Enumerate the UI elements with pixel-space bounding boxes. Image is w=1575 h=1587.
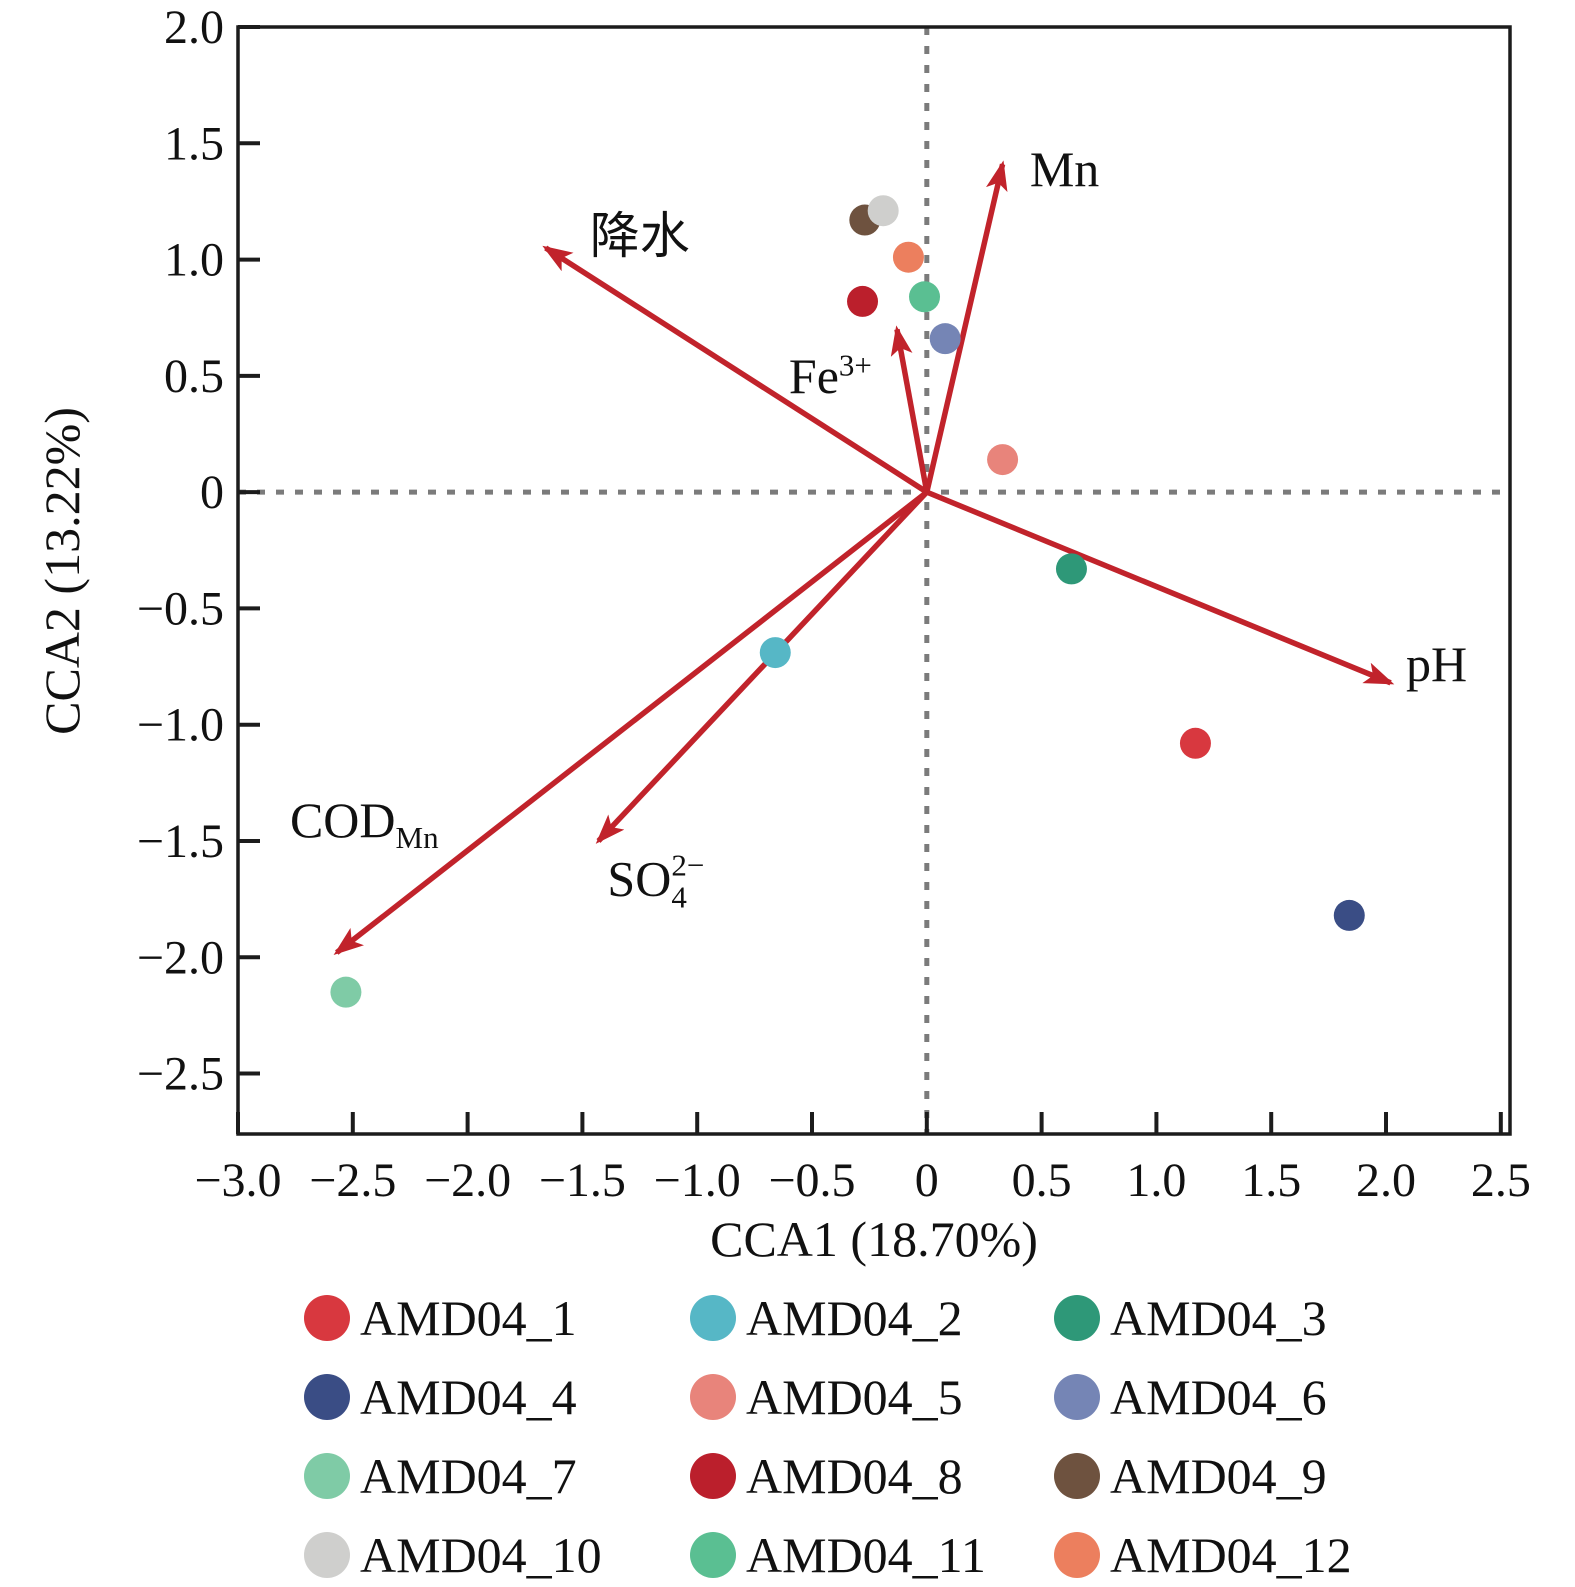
legend-label: AMD04_3	[1110, 1289, 1327, 1346]
x-tick-label: 2.5	[1471, 1154, 1531, 1207]
plot-border	[236, 25, 1512, 1136]
legend-item-AMD04_3: AMD04_3	[1054, 1278, 1474, 1357]
x-tick-label: −2.0	[424, 1154, 511, 1207]
x-tick-label: 0.5	[1012, 1154, 1072, 1207]
legend-item-AMD04_5: AMD04_5	[690, 1357, 1054, 1436]
x-tick-label: −1.5	[539, 1154, 626, 1207]
legend-label: AMD04_5	[746, 1368, 963, 1425]
y-tick-label: −2.5	[137, 1048, 224, 1101]
point-AMD04_1	[1179, 727, 1211, 759]
legend-item-AMD04_2: AMD04_2	[690, 1278, 1054, 1357]
legend-item-AMD04_11: AMD04_11	[690, 1515, 1054, 1587]
x-axis-title: CCA1 (18.70%)	[710, 1211, 1038, 1267]
point-AMD04_2	[759, 637, 791, 669]
y-tick-label: 2.0	[164, 1, 224, 54]
y-tick-label: 0	[200, 466, 224, 519]
y-tick-label: −0.5	[137, 582, 224, 635]
y-tick-label: −1.0	[137, 699, 224, 752]
point-AMD04_11	[909, 281, 941, 313]
legend-label: AMD04_11	[746, 1526, 986, 1583]
legend-item-AMD04_9: AMD04_9	[1054, 1436, 1474, 1515]
point-AMD04_8	[847, 285, 879, 317]
legend-swatch-AMD04_2	[690, 1294, 736, 1341]
legend-item-AMD04_8: AMD04_8	[690, 1436, 1054, 1515]
x-tick-label: 1.0	[1126, 1154, 1186, 1207]
legend-swatch-AMD04_9	[1054, 1452, 1100, 1499]
legend-swatch-AMD04_10	[304, 1531, 350, 1578]
legend-label: AMD04_12	[1110, 1526, 1352, 1583]
legend-swatch-AMD04_4	[304, 1373, 350, 1420]
legend-item-AMD04_7: AMD04_7	[304, 1436, 690, 1515]
y-tick-label: 0.5	[164, 350, 224, 403]
legend-swatch-AMD04_12	[1054, 1531, 1100, 1578]
y-tick-label: −1.5	[137, 815, 224, 868]
env-arrow-CODMn	[333, 489, 929, 956]
legend-label: AMD04_8	[746, 1447, 963, 1504]
legend-label: AMD04_4	[360, 1368, 577, 1425]
x-tick-label: 1.5	[1241, 1154, 1301, 1207]
legend-swatch-AMD04_5	[690, 1373, 736, 1420]
y-tick-label: −2.0	[137, 931, 224, 984]
y-axis-title: CCA2 (13.22%)	[34, 407, 90, 735]
legend-swatch-AMD04_11	[690, 1531, 736, 1578]
legend-swatch-AMD04_6	[1054, 1373, 1100, 1420]
env-arrow-pH	[925, 489, 1395, 686]
x-tick-label: −0.5	[768, 1154, 855, 1207]
legend-swatch-AMD04_7	[304, 1452, 350, 1499]
x-tick-label: −2.5	[309, 1154, 396, 1207]
legend-swatch-AMD04_3	[1054, 1294, 1100, 1341]
point-AMD04_5	[987, 444, 1019, 476]
legend-item-AMD04_12: AMD04_12	[1054, 1515, 1474, 1587]
x-tick-label: −1.0	[654, 1154, 741, 1207]
point-AMD04_4	[1333, 899, 1365, 931]
legend-item-AMD04_6: AMD04_6	[1054, 1357, 1474, 1436]
x-tick-label: 0	[915, 1154, 939, 1207]
legend-swatch-AMD04_1	[304, 1294, 350, 1341]
env-arrow-precipitation	[542, 245, 929, 495]
legend: AMD04_1 AMD04_2 AMD04_3 AMD04_4 AMD04_5 AMD04…	[304, 1278, 1474, 1587]
env-arrow-Mn	[924, 160, 1008, 493]
legend-item-AMD04_1: AMD04_1	[304, 1278, 690, 1357]
legend-label: AMD04_1	[360, 1289, 577, 1346]
env-arrow-SO42-	[595, 490, 929, 844]
point-AMD04_6	[929, 323, 961, 355]
legend-item-AMD04_10: AMD04_10	[304, 1515, 690, 1587]
legend-label: AMD04_2	[746, 1289, 963, 1346]
legend-label: AMD04_6	[1110, 1368, 1327, 1425]
legend-swatch-AMD04_8	[690, 1452, 736, 1499]
legend-label: AMD04_7	[360, 1447, 577, 1504]
plot-area-svg: −3.0 −2.5 −2.0 −1.5 −1.0 −0.5 0 0.5 1.0 1.5 2.0 2.5…	[137, 1, 1531, 1207]
x-tick-label: 2.0	[1356, 1154, 1416, 1207]
point-AMD04_10	[867, 195, 899, 227]
point-AMD04_3	[1055, 553, 1087, 585]
y-tick-label: 1.0	[164, 234, 224, 287]
point-AMD04_7	[330, 976, 362, 1008]
y-tick-label: 1.5	[164, 117, 224, 170]
x-tick-label: −3.0	[194, 1154, 281, 1207]
env-arrow-Fe3+	[890, 325, 930, 493]
legend-item-AMD04_4: AMD04_4	[304, 1357, 690, 1436]
legend-label: AMD04_10	[360, 1526, 602, 1583]
point-AMD04_12	[892, 241, 924, 273]
legend-label: AMD04_9	[1110, 1447, 1327, 1504]
